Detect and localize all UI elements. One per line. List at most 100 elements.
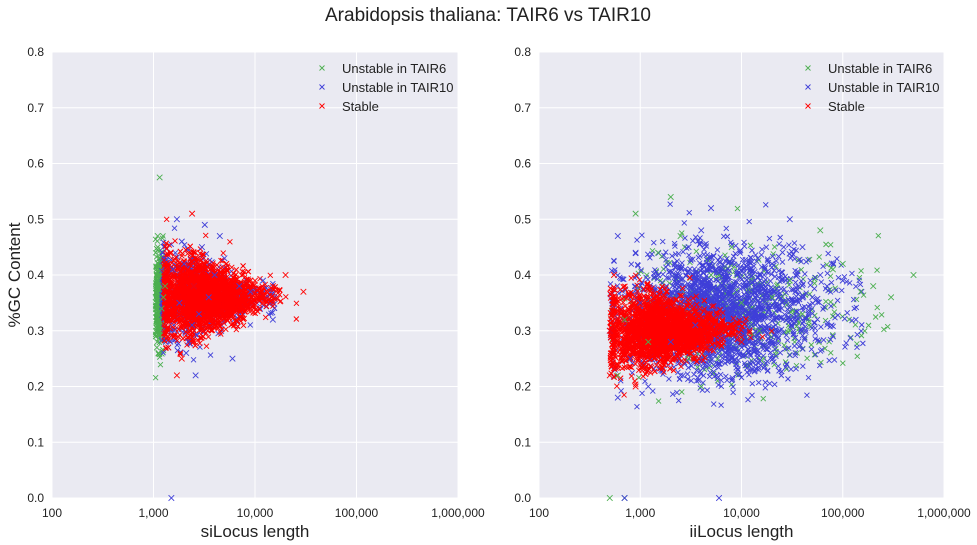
scatter-point <box>197 298 204 305</box>
scatter-point <box>878 311 885 318</box>
scatter-point <box>829 332 836 338</box>
series-3 <box>165 210 307 379</box>
scatter-point <box>185 284 191 290</box>
scatter-point <box>163 286 170 293</box>
scatter-point <box>152 374 159 381</box>
scatter-point <box>219 276 225 283</box>
legend-marker <box>319 84 325 90</box>
scatter-point <box>792 352 799 359</box>
data-point <box>154 338 161 346</box>
scatter-point <box>722 252 728 258</box>
scatter-point <box>715 364 722 371</box>
x-tick-label: 10,000 <box>723 506 760 520</box>
scatter-point <box>163 269 169 276</box>
scatter-point <box>157 361 164 368</box>
scatter-point <box>749 380 756 387</box>
y-tick-label: 0.5 <box>27 212 44 226</box>
x-tick-label: 100 <box>42 506 62 520</box>
scatter-point <box>806 256 813 263</box>
scatter-point <box>187 243 194 250</box>
scatter-point <box>187 332 194 339</box>
y-tick-label: 0.0 <box>514 491 531 505</box>
scatter-point <box>218 257 224 264</box>
scatter-point <box>270 280 276 287</box>
legend-marker <box>319 103 325 109</box>
data-point <box>152 333 160 340</box>
scatter-point <box>269 309 276 316</box>
scatter-point <box>202 232 209 239</box>
data-point <box>201 221 208 228</box>
scatter-point <box>190 288 197 295</box>
scatter-point <box>233 301 239 308</box>
scatter-point <box>221 320 227 327</box>
scatter-point <box>784 346 790 352</box>
y-tick-label: 0.1 <box>27 435 44 449</box>
scatter-point <box>218 308 224 314</box>
scatter-point <box>875 232 882 239</box>
data-point <box>154 271 162 279</box>
figure-title: Arabidopsis thaliana: TAIR6 vs TAIR10 <box>325 5 651 26</box>
scatter-point <box>806 291 813 297</box>
point-cloud <box>607 201 891 410</box>
scatter-point <box>282 294 289 300</box>
scatter-point <box>221 312 228 319</box>
scatter-point <box>204 305 211 312</box>
legend-label: Unstable in TAIR6 <box>342 61 446 76</box>
scatter-point <box>884 323 891 330</box>
data-point <box>247 288 254 295</box>
scatter-point <box>152 236 159 243</box>
scatter-point <box>211 301 218 308</box>
scatter-point <box>811 312 818 319</box>
scatter-point <box>693 248 700 255</box>
scatter-point <box>636 374 642 381</box>
y-tick-label: 0.3 <box>27 324 44 338</box>
scatter-point <box>164 325 171 332</box>
scatter-point <box>228 312 235 319</box>
scatter-point <box>772 351 779 358</box>
scatter-point <box>237 314 244 321</box>
data-point <box>154 283 161 290</box>
data-point <box>154 322 161 329</box>
x-axis-label: iiLocus length <box>690 522 794 541</box>
data-point <box>180 260 188 267</box>
scatter-point <box>159 249 166 256</box>
scatter-point <box>176 298 183 305</box>
data-point <box>176 299 183 306</box>
y-tick-label: 0.6 <box>514 157 531 171</box>
scatter-point <box>224 266 230 273</box>
data-point <box>269 316 276 323</box>
scatter-point <box>194 336 201 343</box>
scatter-point <box>167 311 173 318</box>
scatter-point <box>164 263 171 270</box>
scatter-point <box>774 281 781 288</box>
scatter-point <box>161 288 167 295</box>
scatter-point <box>249 299 256 305</box>
scatter-point <box>180 287 187 294</box>
scatter-point <box>174 278 181 284</box>
scatter-point <box>823 241 829 248</box>
scatter-point <box>852 321 859 328</box>
data-point <box>229 288 236 295</box>
data-point <box>178 355 185 362</box>
scatter-point <box>816 254 823 260</box>
scatter-point <box>234 302 241 308</box>
scatter-point <box>224 277 231 284</box>
scatter-point <box>215 319 221 325</box>
scatter-point <box>175 266 182 273</box>
scatter-point <box>227 306 234 312</box>
data-point <box>198 294 206 301</box>
data-point <box>180 288 188 295</box>
scatter-point <box>180 275 186 282</box>
data-point <box>169 266 176 273</box>
scatter-point <box>166 317 173 323</box>
y-tick-label: 0.2 <box>514 380 531 394</box>
data-point <box>198 244 206 251</box>
scatter-point <box>841 315 848 322</box>
scatter-point <box>218 297 225 304</box>
scatter-point <box>707 358 714 365</box>
scatter-point <box>824 270 831 277</box>
scatter-point <box>174 337 181 344</box>
scatter-point <box>163 216 170 223</box>
scatter-point <box>179 284 185 291</box>
x-tick-label: 1,000 <box>625 506 655 520</box>
